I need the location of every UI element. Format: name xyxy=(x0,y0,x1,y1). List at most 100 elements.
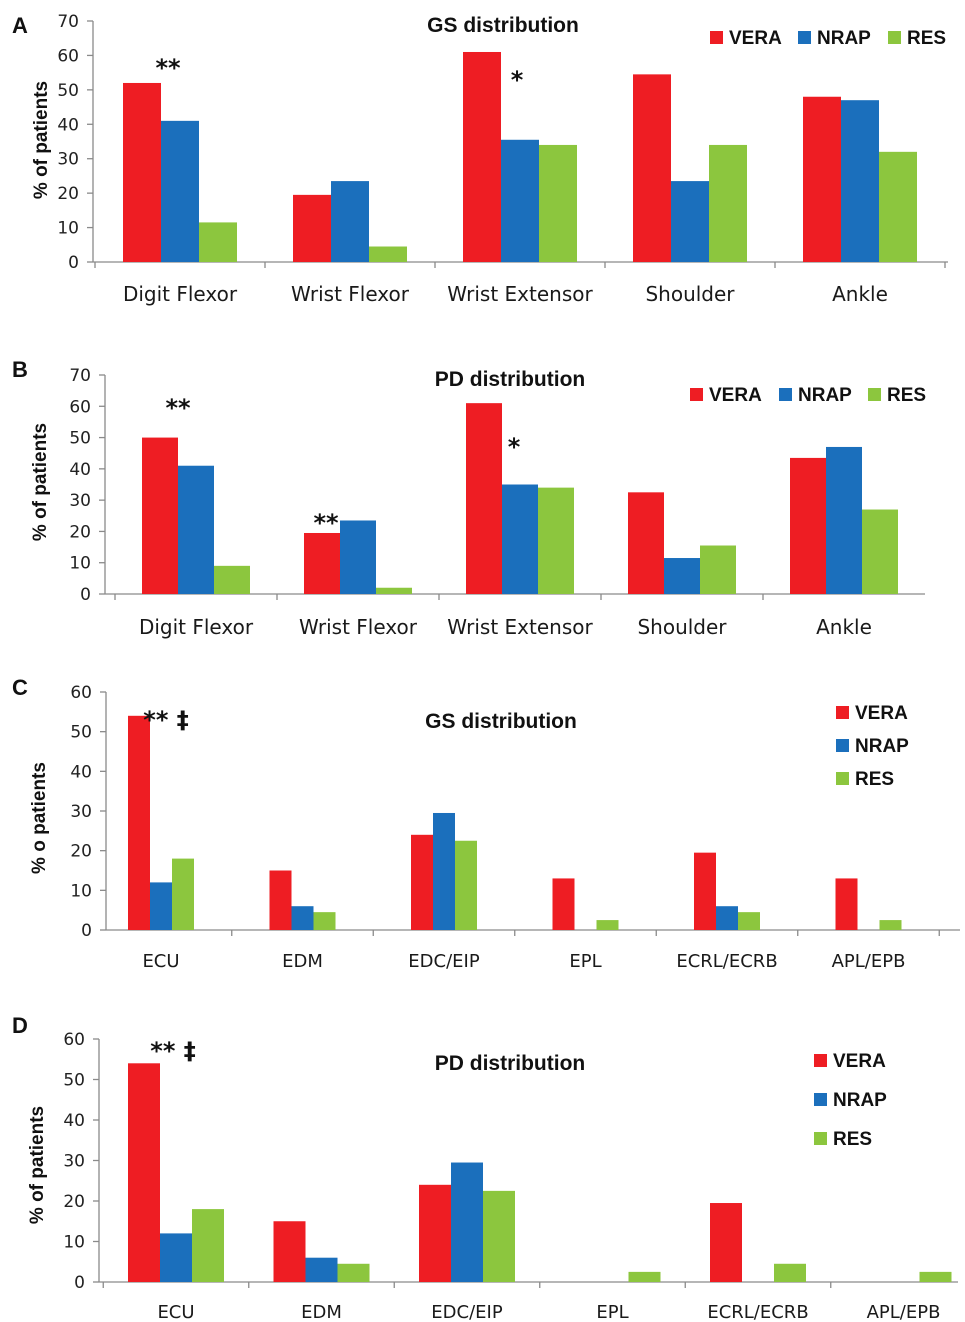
legend-label-nrap: NRAP xyxy=(798,385,852,406)
bar-res-ecrl-ecrb xyxy=(738,912,760,930)
y-axis-label: % of patients xyxy=(27,1106,48,1224)
legend-swatch-nrap xyxy=(798,31,811,44)
legend-label-vera: VERA xyxy=(833,1051,886,1072)
x-category-label: Wrist Flexor xyxy=(299,615,418,639)
significance-marker: ** xyxy=(313,509,339,537)
legend-swatch-nrap xyxy=(836,739,849,752)
legend-swatch-res xyxy=(814,1132,827,1145)
chart-title: PD distribution xyxy=(435,1052,586,1075)
x-category-label: APL/EPB xyxy=(867,1302,941,1322)
y-tick-label: 40 xyxy=(63,1111,85,1131)
bar-res-ecrl-ecrb xyxy=(774,1263,806,1282)
significance-marker: ** xyxy=(165,394,191,422)
y-tick-label: 0 xyxy=(74,1273,85,1293)
x-category-label: Ankle xyxy=(816,615,872,639)
bar-vera-ecrl-ecrb xyxy=(694,852,716,930)
legend-label-res: RES xyxy=(887,385,926,406)
significance-marker: ** ‡ xyxy=(150,1037,195,1065)
significance-marker: * xyxy=(508,433,521,461)
y-tick-label: 50 xyxy=(70,723,92,743)
bar-nrap-edc-eip xyxy=(451,1162,483,1282)
legend-swatch-res xyxy=(836,772,849,785)
x-category-label: Wrist Extensor xyxy=(447,615,593,639)
y-tick-label: 30 xyxy=(57,150,79,170)
panel-letter: C xyxy=(12,675,28,700)
x-category-label: Wrist Flexor xyxy=(291,282,410,306)
bar-vera-digit-flexor xyxy=(123,82,161,262)
y-tick-label: 20 xyxy=(69,522,91,542)
bar-res-ankle xyxy=(862,509,898,594)
bar-vera-ankle xyxy=(790,457,826,594)
bar-nrap-wrist-extensor xyxy=(501,139,539,262)
y-axis-label: % o patients xyxy=(29,762,50,874)
bar-vera-edc-eip xyxy=(411,834,433,930)
bar-res-ecu xyxy=(192,1209,224,1282)
y-tick-label: 0 xyxy=(80,585,91,605)
y-tick-label: 10 xyxy=(69,554,91,574)
bar-nrap-edm xyxy=(305,1257,338,1282)
y-tick-label: 20 xyxy=(57,184,79,204)
x-category-label: EPL xyxy=(569,951,601,972)
panel-letter: D xyxy=(12,1013,28,1038)
legend-swatch-vera xyxy=(710,31,723,44)
legend-label-res: RES xyxy=(907,28,946,49)
bar-res-edm xyxy=(313,912,336,930)
bar-vera-shoulder xyxy=(633,74,671,262)
y-tick-label: 70 xyxy=(57,12,79,32)
bar-nrap-ankle xyxy=(841,100,879,262)
bar-nrap-edm xyxy=(291,906,314,930)
y-tick-label: 20 xyxy=(70,842,92,862)
bar-res-epl xyxy=(596,920,619,930)
bar-res-shoulder xyxy=(700,545,736,594)
bar-vera-wrist-flexor xyxy=(304,532,340,594)
y-tick-label: 60 xyxy=(63,1030,85,1050)
bar-vera-wrist-flexor xyxy=(293,194,331,262)
y-tick-label: 60 xyxy=(57,46,79,66)
y-axis-label: % of patients xyxy=(30,423,51,541)
legend-label-res: RES xyxy=(855,769,894,790)
bar-nrap-ecu xyxy=(160,1233,192,1282)
panel-d-chart: D 0 10 20 30 40 50 60 ECU EDM EDC/EIP EPL ECRL/ECRB A… xyxy=(12,1013,958,1322)
bar-nrap-ankle xyxy=(826,446,862,594)
y-tick-label: 50 xyxy=(63,1071,85,1091)
y-tick-label: 40 xyxy=(57,115,79,135)
panel-letter: B xyxy=(12,357,28,382)
panel-b-chart: B 0 10 20 30 40 50 60 70 Digit Flexor Wrist Flexor… xyxy=(12,357,926,639)
legend-label-vera: VERA xyxy=(709,385,762,406)
bar-vera-edc-eip xyxy=(419,1184,451,1282)
y-tick-label: 20 xyxy=(63,1192,85,1212)
y-tick-label: 30 xyxy=(63,1152,85,1172)
bar-nrap-shoulder xyxy=(664,558,700,594)
y-tick-label: 10 xyxy=(57,219,79,239)
bar-res-wrist-flexor xyxy=(369,246,407,262)
bar-res-edm xyxy=(337,1263,370,1282)
x-category-label: ECU xyxy=(142,951,179,972)
y-tick-label: 50 xyxy=(57,81,79,101)
legend-label-vera: VERA xyxy=(855,703,908,724)
bar-vera-ecrl-ecrb xyxy=(710,1203,742,1282)
legend-label-res: RES xyxy=(833,1129,872,1150)
bar-nrap-wrist-flexor xyxy=(340,520,376,594)
bar-res-wrist-extensor xyxy=(538,487,574,594)
panel-a-chart: A 0 10 20 30 40 50 60 70 Digit Flexor Wrist Flexor… xyxy=(12,12,948,306)
bar-vera-edm xyxy=(269,870,292,930)
bar-res-digit-flexor xyxy=(214,565,250,594)
bar-res-apl-epb xyxy=(879,920,902,930)
bar-nrap-edc-eip xyxy=(433,812,455,930)
y-tick-label: 0 xyxy=(81,921,92,941)
bar-res-wrist-extensor xyxy=(539,144,577,262)
x-category-label: EDC/EIP xyxy=(408,951,480,972)
y-axis-label: % of patients xyxy=(31,81,52,199)
bar-vera-apl-epb xyxy=(835,878,858,930)
bar-vera-edm xyxy=(273,1221,306,1282)
bar-vera-wrist-extensor xyxy=(466,403,502,594)
x-category-label: EDM xyxy=(301,1302,342,1322)
y-tick-label: 40 xyxy=(70,762,92,782)
bar-vera-epl xyxy=(552,878,575,930)
y-tick-label: 60 xyxy=(69,397,91,417)
x-category-label: Shoulder xyxy=(637,615,727,639)
bar-res-ankle xyxy=(879,151,917,262)
x-category-label: Ankle xyxy=(832,282,888,306)
y-tick-label: 40 xyxy=(69,460,91,480)
